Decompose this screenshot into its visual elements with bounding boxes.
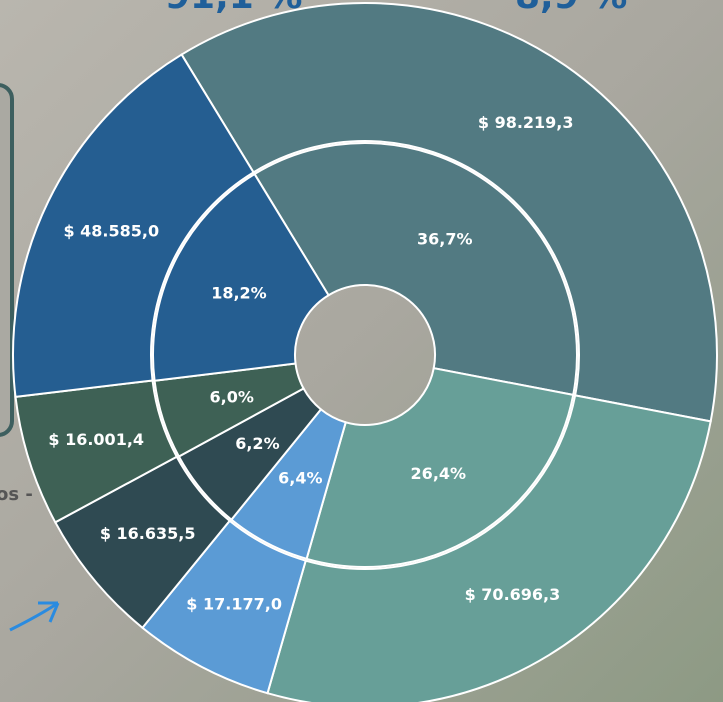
data-label: $ 17.177,0	[186, 594, 282, 613]
data-label: $ 70.696,3	[465, 585, 561, 604]
annotation: os -	[0, 484, 33, 505]
data-label: 6,0%	[210, 387, 254, 406]
data-label: 36,7%	[417, 229, 473, 248]
data-label: $ 98.219,3	[478, 113, 574, 132]
data-label: 6,4%	[278, 469, 322, 488]
data-label: 18,2%	[211, 284, 267, 303]
data-label: $ 16.001,4	[48, 430, 144, 449]
chart: 91,1 % 8,9 % os - 36,7%26,4%6,4%6,2%6,0%…	[0, 0, 723, 702]
data-label: $ 48.585,0	[63, 221, 159, 240]
side-panel	[0, 85, 12, 435]
data-label: 6,2%	[235, 434, 279, 453]
data-label: 26,4%	[411, 464, 467, 483]
data-label: $ 16.635,5	[100, 524, 196, 543]
annotation: 8,9 %	[515, 0, 627, 17]
